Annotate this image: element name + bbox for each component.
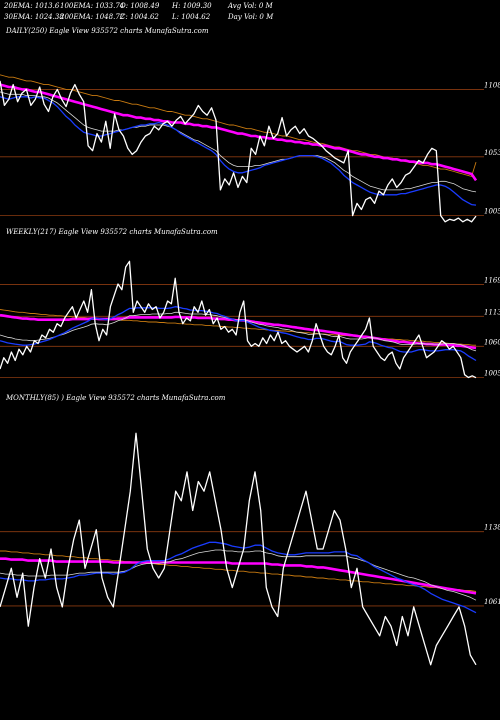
monthly-ema20-line [0,541,477,614]
weekly-y-tick-label: 1113 [484,308,500,316]
ema20-readout: 20EMA: 1013.6 [4,2,60,10]
weekly-y-tick-label: 1169 [484,277,500,285]
close-readout: C: 1004.62 [120,13,159,21]
daily-price-line [0,80,477,223]
weekly-price-line [0,260,477,379]
open-readout: O: 1008.49 [120,2,160,10]
daily-ema100-line [0,83,478,182]
daily-y-tick-label: 1053 [484,149,500,157]
weekly-ema200-line [0,309,476,346]
day-vol-readout: Day Vol: 0 M [228,13,274,21]
monthly-ema200-line [0,550,477,592]
daily-y-tick-label: 1108 [484,81,500,89]
daily-ema30-line [0,91,477,193]
monthly-y-tick-label: 1138 [484,524,500,532]
ema200-readout: 200EMA: 1048.72 [60,13,125,21]
avg-vol-readout: Avg Vol: 0 M [228,2,273,10]
monthly-chart-panel: MONTHLY(85) ) Eagle View 935572 charts M… [0,394,500,666]
low-readout: L: 1004.62 [172,13,211,21]
monthly-ema30-line [0,549,477,601]
monthly-ema100-line [0,557,477,595]
monthly-chart-title: MONTHLY(85) ) Eagle View 935572 charts M… [5,394,226,402]
weekly-y-tick-label: 1005 [484,370,500,378]
weekly-ema20-line [0,306,477,362]
daily-chart-panel: DAILY(250) Eagle View 935572 charts Muna… [0,27,500,223]
daily-y-tick-label: 1005 [484,208,500,216]
weekly-chart-panel: WEEKLY(217) Eagle View 935572 charts Mun… [0,228,500,379]
high-readout: H: 1009.30 [172,2,212,10]
ema100-readout: 100EMA: 1033.74 [60,2,125,10]
daily-chart-title: DAILY(250) Eagle View 935572 charts Muna… [5,27,209,35]
weekly-y-tick-label: 1060 [484,338,500,346]
monthly-price-line [0,432,477,666]
weekly-chart-title: WEEKLY(217) Eagle View 935572 charts Mun… [6,228,218,236]
daily-ema20-line [0,96,477,206]
ema30-readout: 30EMA: 1024.38 [4,13,64,21]
